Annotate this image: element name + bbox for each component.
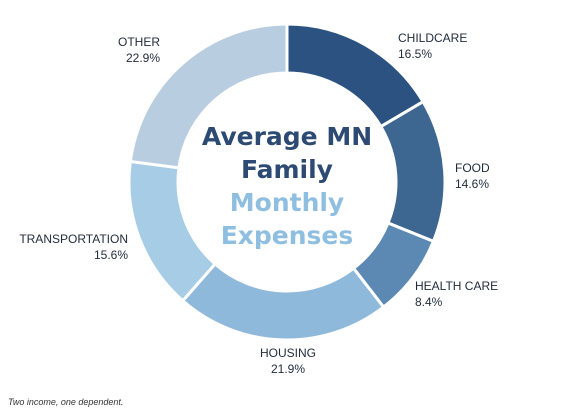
slice-transportation: [127, 159, 218, 303]
center-title-line-4: Expenses: [221, 221, 354, 250]
center-title-line-1: Average MN: [202, 122, 372, 151]
slice-other: [128, 22, 289, 170]
slice-value-other: 22.9%: [126, 51, 160, 65]
slice-label-childcare: CHILDCARE: [398, 31, 467, 45]
slice-food: [378, 99, 447, 244]
slice-labels: CHILDCARE 16.5% FOOD 14.6% HEALTH CARE 8.4% HO…: [19, 31, 498, 376]
center-title-line-3: Monthly: [230, 188, 344, 217]
slice-value-transportation: 15.6%: [94, 248, 128, 262]
donut-slices: [127, 22, 447, 342]
slice-label-health-care: HEALTH CARE: [415, 279, 498, 293]
slice-label-food: FOOD: [455, 161, 490, 175]
slice-value-housing: 21.9%: [271, 362, 305, 376]
center-title: Average MN Family Monthly Expenses: [202, 122, 372, 250]
slice-housing: [180, 261, 386, 342]
slice-value-health-care: 8.4%: [415, 295, 443, 309]
slice-value-childcare: 16.5%: [398, 47, 432, 61]
slice-label-transportation: TRANSPORTATION: [19, 232, 128, 246]
slice-value-food: 14.6%: [455, 177, 489, 191]
slice-label-other: OTHER: [118, 35, 160, 49]
slice-label-housing: HOUSING: [260, 346, 316, 360]
footnote: Two income, one dependent.: [8, 397, 124, 407]
center-title-line-2: Family: [241, 155, 333, 184]
